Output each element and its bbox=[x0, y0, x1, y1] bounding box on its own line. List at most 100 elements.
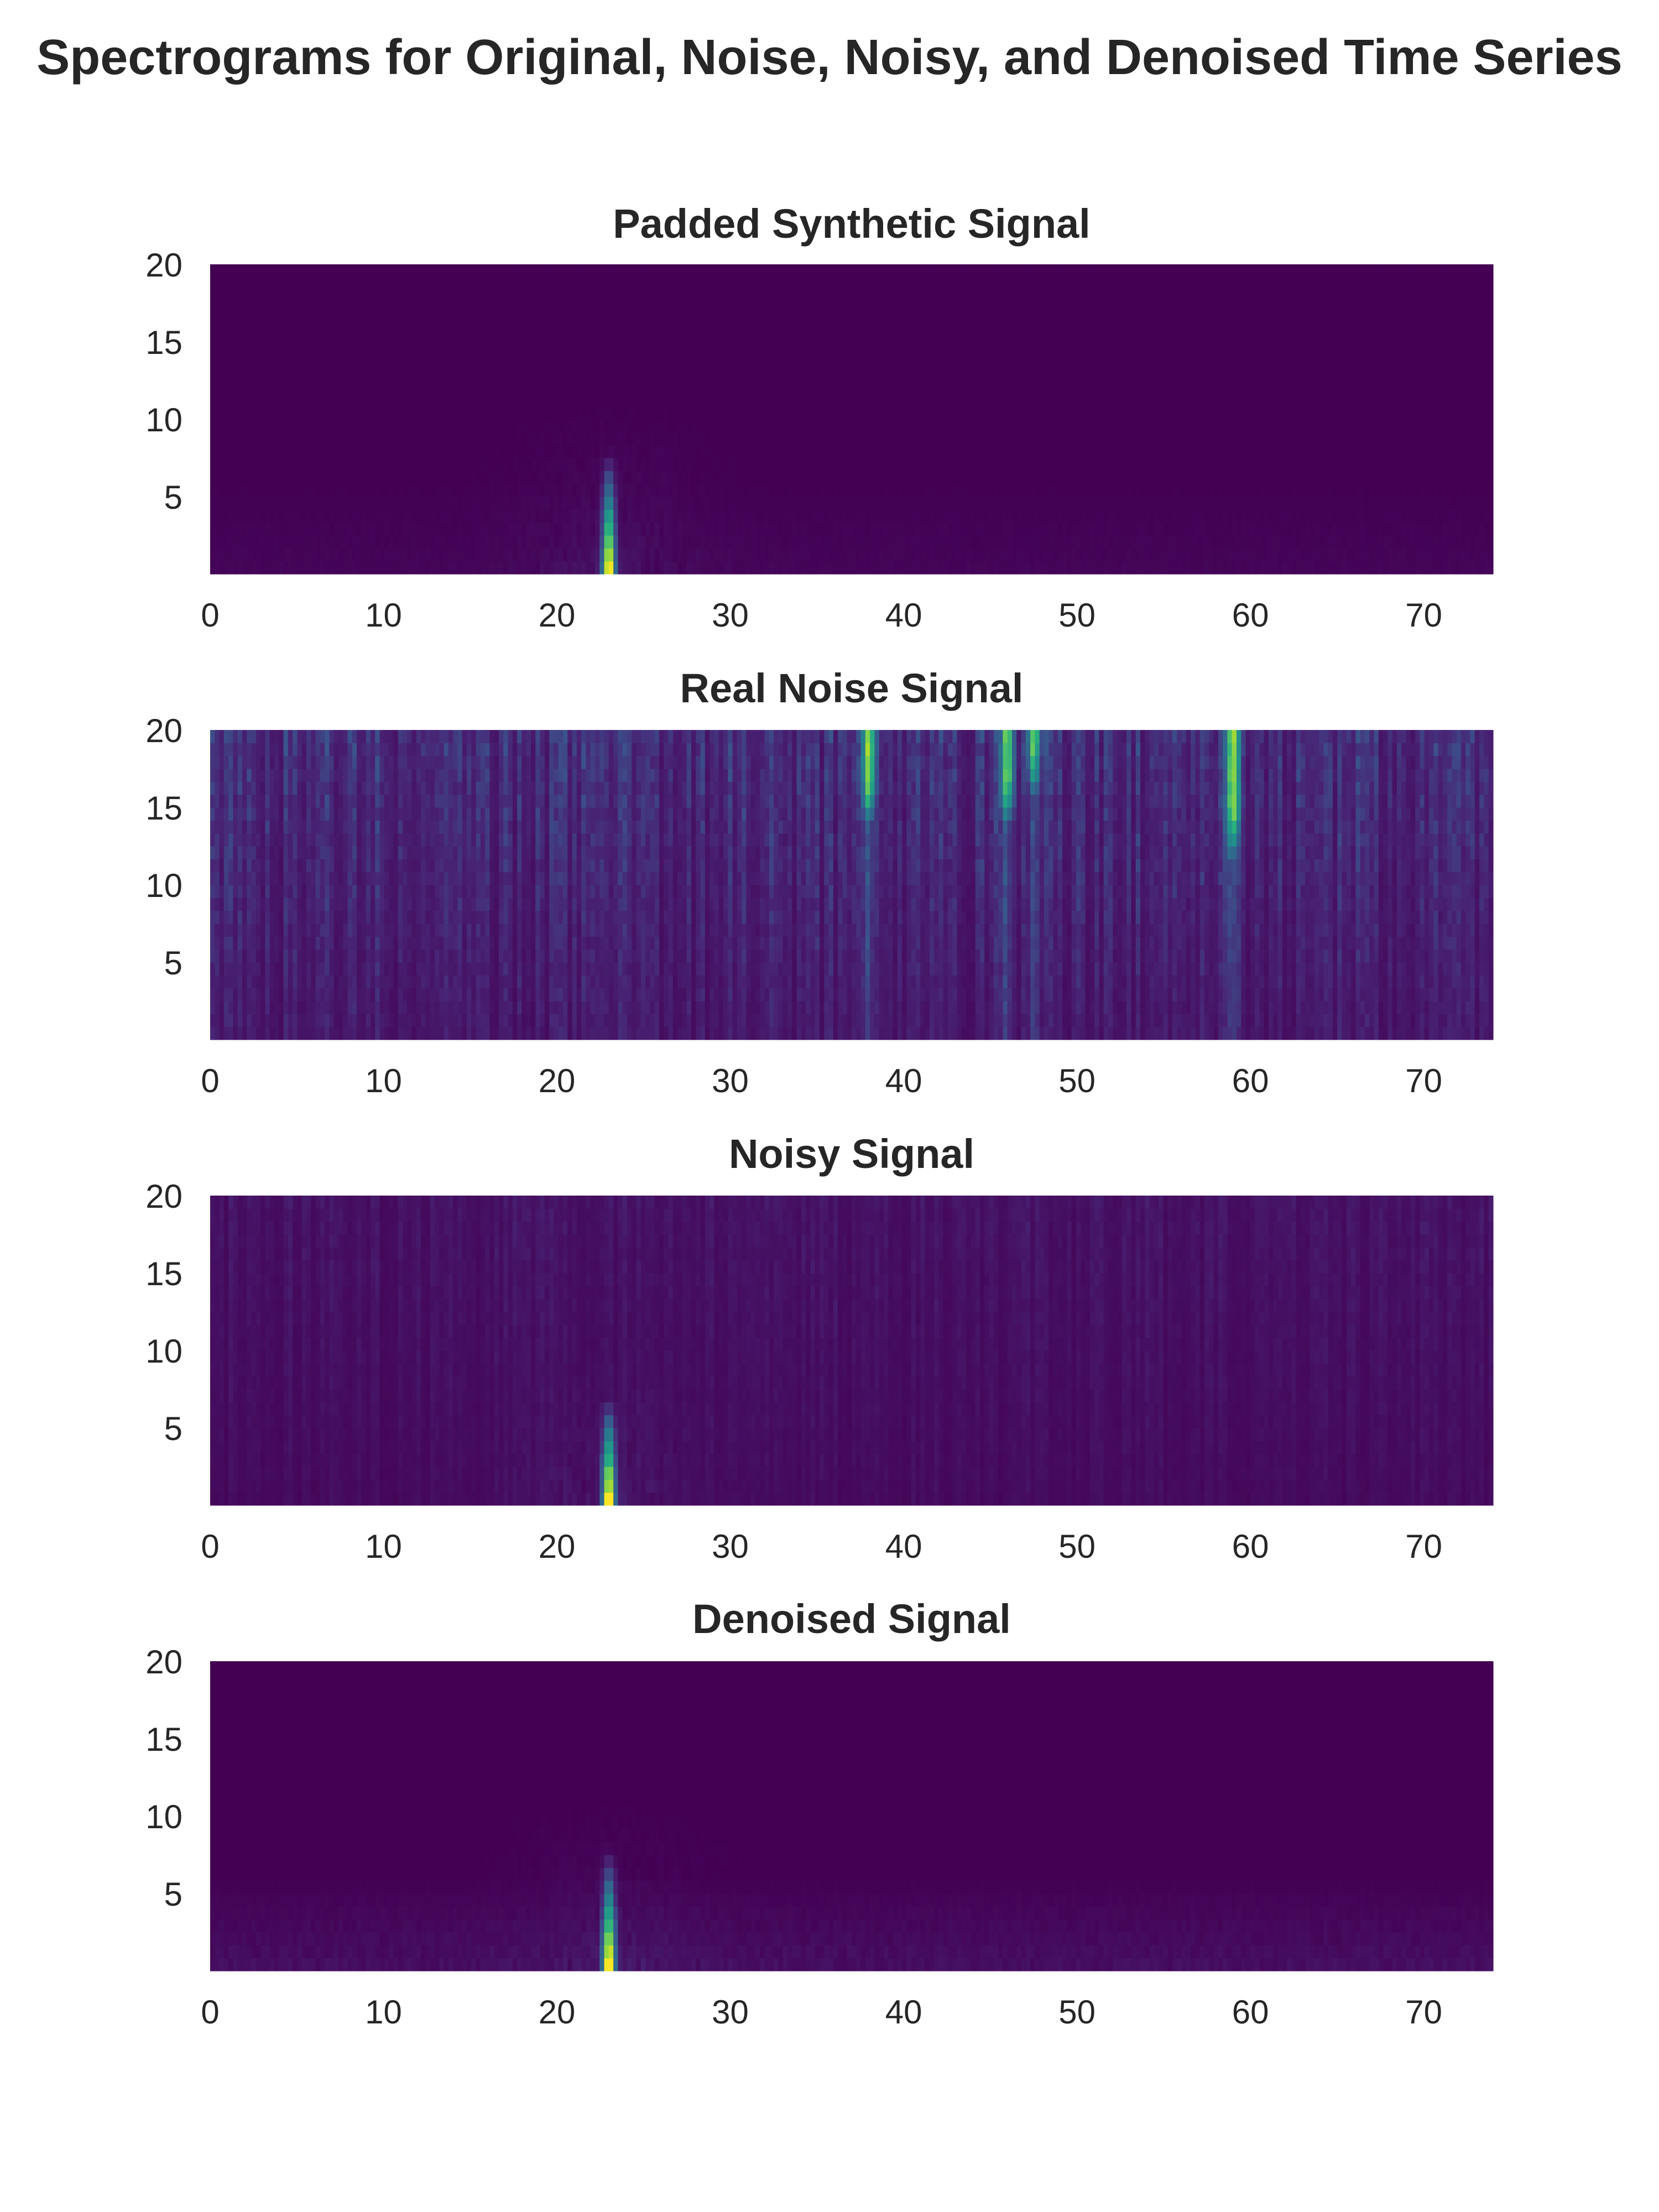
heatmap-cell bbox=[572, 380, 577, 394]
heatmap-cell bbox=[389, 368, 394, 381]
heatmap-cell bbox=[1012, 535, 1017, 549]
heatmap-cell bbox=[380, 561, 385, 575]
heatmap-cell bbox=[343, 509, 348, 523]
heatmap-cell bbox=[457, 458, 462, 471]
heatmap-cell bbox=[1319, 548, 1324, 561]
heatmap-cell bbox=[233, 471, 238, 484]
heatmap-cell bbox=[1177, 419, 1182, 432]
heatmap-cell bbox=[274, 509, 279, 523]
heatmap-cell bbox=[893, 342, 898, 355]
heatmap-cell bbox=[769, 419, 774, 432]
heatmap-cell bbox=[1392, 368, 1397, 381]
heatmap-cell bbox=[398, 484, 403, 497]
heatmap-cell bbox=[1411, 548, 1416, 561]
heatmap-cell bbox=[1291, 471, 1296, 484]
heatmap-cell bbox=[1319, 458, 1324, 471]
heatmap-cell bbox=[508, 342, 513, 355]
heatmap-cell bbox=[1016, 561, 1021, 575]
heatmap-cell bbox=[852, 471, 857, 484]
heatmap-cell bbox=[998, 497, 1003, 510]
heatmap-cell bbox=[637, 471, 641, 484]
heatmap-cell bbox=[604, 432, 609, 445]
heatmap-cell bbox=[1035, 406, 1040, 420]
heatmap-cell bbox=[348, 523, 353, 536]
heatmap-cell bbox=[1397, 380, 1402, 394]
heatmap-cell bbox=[242, 406, 247, 420]
heatmap-cell bbox=[842, 548, 847, 561]
heatmap-cell bbox=[559, 497, 564, 510]
heatmap-cell bbox=[1191, 419, 1196, 432]
heatmap-cell bbox=[1479, 380, 1484, 394]
heatmap-cell bbox=[870, 432, 875, 445]
heatmap-cell bbox=[627, 458, 632, 471]
heatmap-cell bbox=[709, 432, 714, 445]
heatmap-cell bbox=[462, 561, 467, 575]
heatmap-cell bbox=[847, 380, 852, 394]
heatmap-cell bbox=[1067, 380, 1072, 394]
heatmap-cell bbox=[824, 458, 829, 471]
heatmap-cell bbox=[1425, 535, 1430, 549]
heatmap-cell bbox=[1237, 368, 1241, 381]
heatmap-cell bbox=[1058, 432, 1063, 445]
heatmap-cell bbox=[645, 523, 650, 536]
heatmap-cell bbox=[1048, 380, 1053, 394]
heatmap-cell bbox=[1118, 548, 1123, 561]
heatmap-cell bbox=[375, 445, 380, 458]
heatmap-cell bbox=[1154, 497, 1159, 510]
heatmap-cell bbox=[1401, 368, 1406, 381]
heatmap-cell bbox=[865, 523, 870, 536]
heatmap-cell bbox=[714, 445, 719, 458]
heatmap-cell bbox=[1209, 445, 1214, 458]
heatmap-cell bbox=[669, 497, 674, 510]
heatmap-cell bbox=[1291, 368, 1296, 381]
heatmap-cell bbox=[545, 471, 550, 484]
heatmap-cell bbox=[1259, 354, 1264, 368]
heatmap-cell bbox=[1461, 393, 1466, 406]
heatmap-cell bbox=[664, 406, 669, 420]
heatmap-cell bbox=[499, 406, 504, 420]
heatmap-cell bbox=[343, 380, 348, 394]
heatmap-cell bbox=[801, 561, 806, 575]
heatmap-cell bbox=[499, 393, 504, 406]
heatmap-cell bbox=[962, 393, 967, 406]
heatmap-cell bbox=[1360, 393, 1365, 406]
heatmap-cell bbox=[270, 523, 275, 536]
heatmap-cell bbox=[755, 561, 760, 575]
heatmap-cell bbox=[215, 368, 220, 381]
heatmap-cell bbox=[810, 523, 815, 536]
heatmap-cell bbox=[457, 445, 462, 458]
heatmap-cell bbox=[765, 471, 770, 484]
heatmap-cell bbox=[852, 368, 857, 381]
heatmap-cell bbox=[467, 523, 472, 536]
heatmap-cell bbox=[586, 368, 591, 381]
heatmap-cell bbox=[540, 509, 545, 523]
heatmap-cell bbox=[288, 368, 293, 381]
heatmap-cell bbox=[407, 406, 412, 420]
heatmap-cell bbox=[971, 509, 975, 523]
heatmap-cell bbox=[485, 432, 490, 445]
heatmap-cell bbox=[256, 445, 261, 458]
heatmap-cell bbox=[1337, 380, 1342, 394]
heatmap-cell bbox=[1223, 354, 1228, 368]
heatmap-cell bbox=[1374, 561, 1379, 575]
heatmap-cell bbox=[252, 342, 257, 355]
heatmap-cell bbox=[742, 354, 747, 368]
heatmap-cell bbox=[1108, 432, 1113, 445]
heatmap-cell bbox=[1003, 354, 1008, 368]
heatmap-cell bbox=[728, 509, 733, 523]
heatmap-cell bbox=[513, 380, 518, 394]
heatmap-cell bbox=[1040, 484, 1045, 497]
heatmap-cell bbox=[994, 342, 999, 355]
heatmap-cell bbox=[1131, 535, 1136, 549]
heatmap-cell bbox=[586, 432, 591, 445]
heatmap-cell bbox=[284, 561, 289, 575]
heatmap-cell bbox=[888, 342, 893, 355]
heatmap-cell bbox=[1008, 509, 1013, 523]
heatmap-cell bbox=[916, 368, 921, 381]
heatmap-cell bbox=[1177, 406, 1182, 420]
heatmap-cell bbox=[288, 419, 293, 432]
heatmap-cell bbox=[1094, 523, 1099, 536]
heatmap-cell bbox=[1154, 509, 1159, 523]
heatmap-cell bbox=[1282, 419, 1287, 432]
heatmap-cell bbox=[247, 354, 252, 368]
